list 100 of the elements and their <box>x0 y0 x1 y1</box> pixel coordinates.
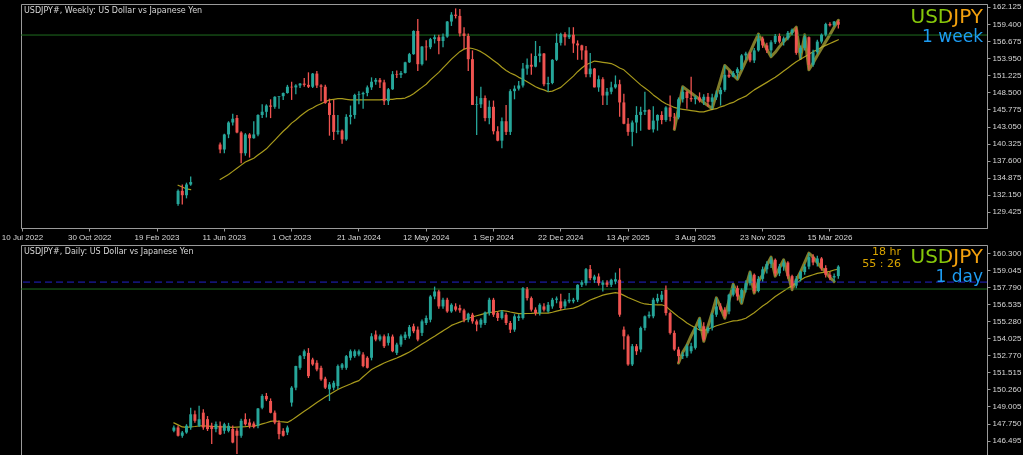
candlestick <box>479 86 483 109</box>
y-tick-label: 143.050 <box>992 122 1022 132</box>
y-tick-label: 147.750 <box>992 419 1022 429</box>
candlestick <box>677 96 680 120</box>
x-tick-label: 19 Feb 2023 <box>134 232 181 242</box>
y-tick-label: 155.280 <box>992 316 1022 326</box>
candlestick <box>462 26 466 50</box>
candlestick <box>550 58 554 85</box>
x-tick-label: 11 Jun 2023 <box>202 232 247 242</box>
x-tick-label: 22 Dec 2024 <box>538 232 584 242</box>
candlestick <box>521 62 525 89</box>
x-tick-label: 1 Oct 2023 <box>272 232 312 242</box>
candlestick <box>668 310 672 336</box>
x-tick-label: 10 Jul 2022 <box>1 232 44 242</box>
y-tick-label: 149.005 <box>992 401 1022 411</box>
chart-title: USDJPY#, Weekly: US Dollar vs Japanese Yen <box>24 6 203 15</box>
y-tick-label: 134.875 <box>992 173 1022 183</box>
candlestick <box>500 116 504 149</box>
candlestick <box>306 347 310 379</box>
y-tick-label: 150.260 <box>992 384 1022 394</box>
candlestick <box>622 93 626 126</box>
candlestick <box>336 363 340 390</box>
candlestick <box>470 312 474 325</box>
y-tick-label: 129.425 <box>992 207 1022 217</box>
candlestick <box>344 113 348 142</box>
candlestick <box>799 44 802 60</box>
y-tick-label: 145.775 <box>992 104 1022 114</box>
x-tick-label: 3 Aug 2025 <box>675 232 717 242</box>
candlestick <box>639 106 643 132</box>
candlestick <box>622 325 626 351</box>
candlestick <box>458 8 462 38</box>
x-tick-label: 30 Oct 2022 <box>67 232 113 242</box>
candlestick <box>576 39 580 61</box>
candlestick <box>328 98 331 137</box>
candlestick <box>702 321 706 342</box>
candlestick <box>664 284 668 317</box>
candlestick <box>651 105 655 134</box>
candlestick <box>534 40 538 68</box>
candlestick <box>197 405 201 428</box>
candlestick <box>470 49 474 106</box>
candlestick <box>605 87 609 106</box>
y-tick-label: 151.515 <box>992 367 1022 377</box>
candlestick <box>328 381 331 402</box>
candlestick <box>235 427 239 455</box>
candlestick <box>210 422 214 445</box>
candlestick <box>534 306 538 317</box>
y-tick-label: 132.150 <box>992 190 1022 200</box>
candlestick <box>719 86 723 107</box>
candlestick <box>706 92 710 108</box>
candlestick <box>630 343 634 367</box>
candlestick <box>437 34 441 55</box>
candlestick <box>513 313 516 333</box>
candlestick <box>525 57 529 76</box>
annotation: USDJPY <box>910 244 984 268</box>
candlestick <box>794 26 798 56</box>
y-tick-label: 152.770 <box>992 350 1022 360</box>
x-tick-label: 23 Nov 2025 <box>739 232 786 242</box>
x-tick-label: 13 Apr 2025 <box>606 232 651 242</box>
y-tick-label: 154.025 <box>992 333 1022 343</box>
candlestick <box>239 418 243 439</box>
candlestick <box>685 89 689 110</box>
candlestick <box>668 94 672 122</box>
candlestick <box>656 113 659 132</box>
candlestick <box>290 385 294 408</box>
y-tick-label: 159.400 <box>992 19 1022 29</box>
candlestick <box>483 94 487 122</box>
annotation: USDJPY <box>910 4 984 28</box>
candlestick <box>571 26 575 54</box>
candlestick <box>391 70 395 91</box>
candlestick <box>382 79 386 106</box>
candlestick <box>428 294 432 323</box>
candlestick <box>227 422 231 434</box>
candlestick <box>239 130 243 164</box>
y-tick-label: 162.125 <box>992 2 1022 12</box>
candlestick <box>294 365 298 391</box>
candlestick <box>243 132 247 157</box>
y-tick-label: 148.500 <box>992 87 1022 97</box>
candlestick <box>349 104 352 126</box>
candlestick <box>332 99 336 141</box>
candlestick <box>635 105 638 134</box>
y-tick-label: 146.495 <box>992 436 1022 446</box>
candlestick <box>475 95 479 136</box>
candlestick <box>437 289 441 310</box>
y-tick-label: 151.225 <box>992 70 1022 80</box>
candlestick <box>630 119 634 147</box>
candlestick <box>601 76 605 106</box>
candlestick <box>799 270 802 283</box>
x-tick-label: 21 Jan 2024 <box>336 232 382 242</box>
candlestick <box>180 183 184 206</box>
candlestick <box>639 325 643 353</box>
annotation: 1 week <box>922 26 984 46</box>
x-tick-label: 12 May 2024 <box>403 232 450 242</box>
y-tick-label: 156.535 <box>992 299 1022 309</box>
candlestick <box>618 79 622 118</box>
candlestick <box>777 263 781 277</box>
candlestick <box>277 95 281 110</box>
candlestick <box>504 104 508 136</box>
annotation: 1 day <box>935 266 983 286</box>
candlestick <box>323 84 327 105</box>
candlestick <box>492 297 495 318</box>
